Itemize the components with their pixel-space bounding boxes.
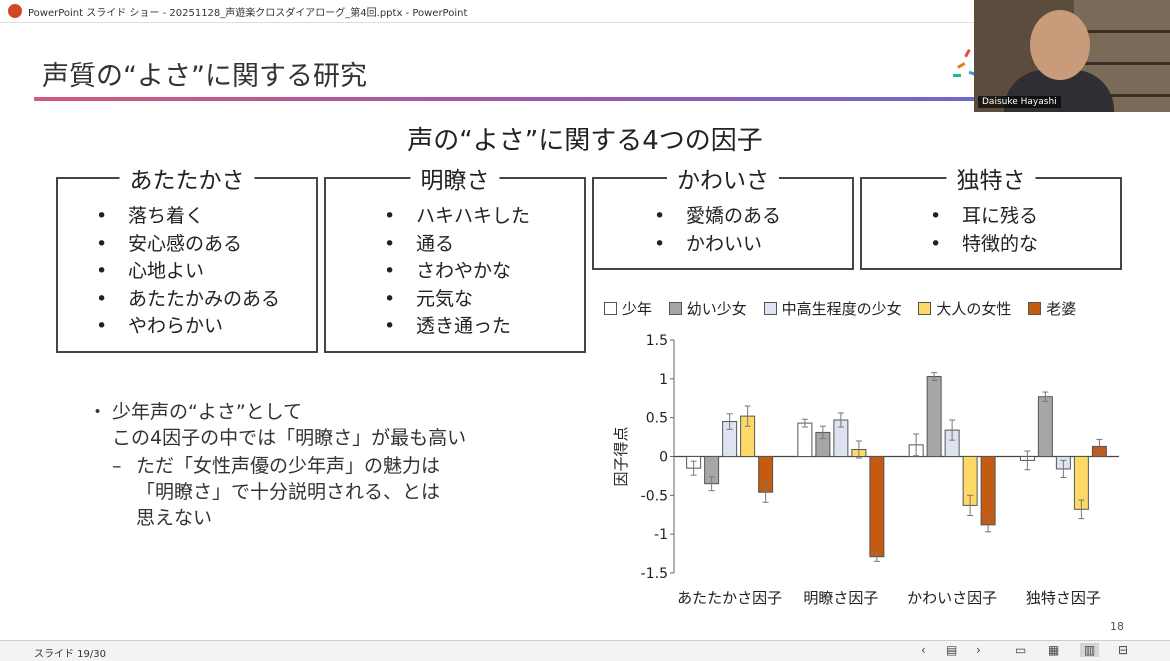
factor-item: 通る: [384, 231, 530, 259]
legend-swatch: [604, 302, 617, 315]
legend-swatch: [1028, 302, 1042, 315]
title-divider: [34, 97, 1136, 101]
factor-item: かわいい: [654, 231, 781, 259]
note-line: ただ「女性声優の少年声」の魅力は: [136, 455, 441, 477]
powerpoint-icon: [8, 4, 22, 18]
factor-item: 透き通った: [384, 313, 530, 341]
y-tick-label: 1.5: [646, 333, 668, 349]
window-title: PowerPoint スライド ショー - 20251128_声遊楽クロスダイア…: [28, 8, 468, 19]
presenter-head: [1030, 10, 1090, 80]
slide-title: 声質の“よさ”に関する研究: [42, 61, 367, 92]
factor-box-uniqueness: 独特さ 耳に残る 特徴的な: [860, 161, 1122, 270]
y-tick-label: -0.5: [641, 488, 668, 504]
slide-counter: スライド 19/30: [34, 649, 106, 660]
factor-item: やわらかい: [96, 313, 280, 341]
logo-icon: [953, 49, 978, 77]
normal-view-icon[interactable]: ▭: [1015, 643, 1027, 657]
legend-swatch: [668, 302, 682, 315]
factor-item: あたたかみのある: [96, 286, 280, 314]
chart-legend: 少年 幼い少女 中高生程度の少女 大人の女性 老婆: [604, 298, 1088, 319]
x-category-label: 明瞭さ因子: [803, 589, 878, 607]
factor-box-title: 独特さ: [946, 161, 1036, 195]
window-titlebar: PowerPoint スライド ショー - 20251128_声遊楽クロスダイア…: [0, 0, 1170, 23]
factor-box-title: あたたかさ: [119, 161, 255, 195]
dash-bullet: –: [112, 455, 122, 477]
y-axis-label: 因子得点: [612, 426, 630, 486]
slideshow-view-icon[interactable]: ⊟: [1118, 643, 1129, 657]
slide-page-number: 18: [1110, 620, 1124, 633]
slide-sorter-icon[interactable]: ▦: [1048, 643, 1060, 657]
y-tick-label: -1.5: [641, 566, 668, 582]
bar: [980, 456, 996, 526]
note-bullet: 少年声の“よさ”として この4因子の中では「明瞭さ」が最も高い: [88, 399, 466, 451]
note-line: この4因子の中では「明瞭さ」が最も高い: [112, 427, 467, 449]
y-tick-label: 0: [659, 450, 668, 466]
y-tick-label: 1: [659, 372, 668, 388]
factor-item: 耳に残る: [930, 203, 1038, 231]
x-category-label: かわいさ因子: [907, 589, 997, 607]
legend-item: 幼い少女: [668, 298, 747, 319]
factor-box-title: かわいさ: [667, 161, 779, 195]
legend-item: 老婆: [1028, 298, 1076, 319]
legend-label: 中高生程度の少女: [781, 300, 902, 318]
slide-grid-icon[interactable]: ▤: [946, 643, 958, 657]
note-subbullet: – ただ「女性声優の少年声」の魅力は 「明瞭さ」で十分説明される、とは 思えない: [88, 453, 466, 531]
legend-label: 大人の女性: [936, 300, 1012, 318]
factor-box-title: 明瞭さ: [410, 161, 500, 195]
factor-box-clarity: 明瞭さ ハキハキした 通る さわやかな 元気な 透き通った: [324, 161, 586, 353]
reading-view-icon[interactable]: ▥: [1080, 643, 1100, 657]
factor-item: 特徴的な: [930, 231, 1038, 259]
note-line: 少年声の“よさ”として: [112, 401, 303, 423]
legend-swatch: [763, 302, 777, 315]
factor-item: ハキハキした: [384, 203, 530, 231]
bar: [1037, 396, 1053, 457]
chevron-right-icon[interactable]: ›: [976, 643, 981, 657]
bar: [797, 422, 813, 457]
slide-notes: 少年声の“よさ”として この4因子の中では「明瞭さ」が最も高い – ただ「女性声…: [88, 399, 466, 531]
factor-item: 心地よい: [96, 258, 280, 286]
factor-item: さわやかな: [384, 258, 530, 286]
legend-item: 大人の女性: [918, 298, 1011, 319]
legend-label: 老婆: [1046, 300, 1077, 318]
note-line: 「明瞭さ」で十分説明される、とは: [136, 481, 441, 503]
legend-swatch: [918, 302, 932, 315]
presenter-name: Daisuke Hayashi: [978, 96, 1061, 108]
factor-item: 落ち着く: [96, 203, 280, 231]
bar: [869, 456, 885, 558]
factor-item: 安心感のある: [96, 231, 280, 259]
legend-label: 幼い少女: [686, 300, 747, 318]
y-tick-label: 0.5: [646, 411, 668, 427]
factor-box-cuteness: かわいさ 愛嬌のある かわいい: [592, 161, 854, 270]
webcam-video: Daisuke Hayashi: [974, 0, 1170, 112]
slide-canvas: 声質の“よさ”に関する研究 声の“よさ”に関する4つの因子 あたたかさ 落ち着く…: [34, 24, 1136, 638]
factor-item: 愛嬌のある: [654, 203, 781, 231]
legend-label: 少年: [622, 300, 653, 318]
bar: [926, 376, 942, 457]
factor-box-warmth: あたたかさ 落ち着く 安心感のある 心地よい あたたかみのある やわらかい: [56, 161, 318, 353]
factor-item: 元気な: [384, 286, 530, 314]
x-category-label: 独特さ因子: [1026, 589, 1101, 607]
factor-heading: 声の“よさ”に関する4つの因子: [407, 126, 763, 156]
note-line: 思えない: [136, 507, 213, 529]
x-category-label: あたたかさ因子: [677, 589, 782, 607]
legend-item: 中高生程度の少女: [763, 298, 902, 319]
chevron-left-icon[interactable]: ‹: [921, 643, 926, 657]
status-bar: スライド 19/30 ‹ ▤ › ▭ ▦ ▥ ⊟: [0, 640, 1170, 661]
y-tick-label: -1: [654, 527, 668, 543]
legend-item: 少年: [604, 298, 652, 319]
